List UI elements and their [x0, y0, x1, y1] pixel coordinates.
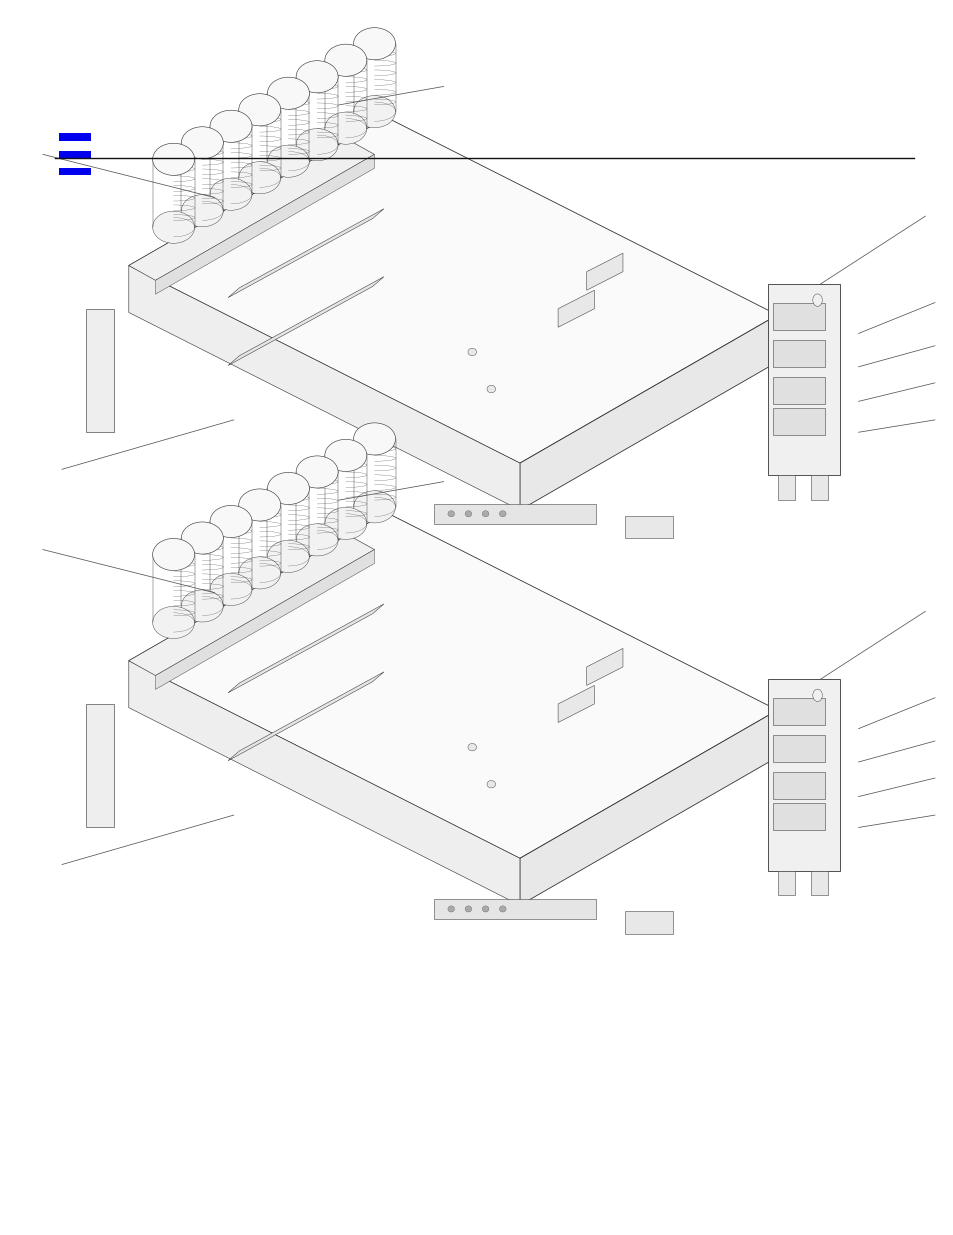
Ellipse shape	[486, 781, 496, 788]
Polygon shape	[772, 772, 824, 799]
Polygon shape	[772, 303, 824, 330]
Polygon shape	[767, 284, 839, 475]
Bar	[59, 151, 91, 158]
Ellipse shape	[152, 538, 194, 571]
Ellipse shape	[465, 906, 471, 911]
Ellipse shape	[152, 606, 194, 638]
Ellipse shape	[210, 505, 252, 537]
Ellipse shape	[486, 385, 496, 393]
Polygon shape	[624, 516, 672, 538]
Polygon shape	[772, 377, 824, 404]
Ellipse shape	[465, 511, 471, 516]
Ellipse shape	[448, 511, 455, 516]
Polygon shape	[129, 140, 375, 280]
Polygon shape	[228, 277, 383, 366]
Ellipse shape	[238, 162, 280, 194]
Polygon shape	[772, 698, 824, 725]
Polygon shape	[810, 475, 827, 500]
Ellipse shape	[448, 906, 455, 911]
Polygon shape	[86, 309, 114, 432]
Ellipse shape	[152, 143, 194, 175]
Ellipse shape	[238, 94, 280, 126]
Polygon shape	[777, 475, 794, 500]
Polygon shape	[228, 604, 383, 693]
Polygon shape	[129, 661, 519, 905]
Polygon shape	[434, 899, 596, 919]
Ellipse shape	[267, 541, 309, 573]
Ellipse shape	[295, 61, 337, 93]
Ellipse shape	[499, 511, 505, 516]
Polygon shape	[624, 911, 672, 934]
Ellipse shape	[181, 195, 223, 227]
Ellipse shape	[467, 743, 476, 751]
Polygon shape	[772, 735, 824, 762]
Ellipse shape	[295, 524, 337, 556]
Ellipse shape	[181, 127, 223, 159]
Bar	[59, 133, 91, 141]
Ellipse shape	[482, 906, 489, 911]
Polygon shape	[129, 513, 777, 858]
Polygon shape	[586, 253, 622, 290]
Polygon shape	[155, 550, 375, 689]
Polygon shape	[155, 154, 375, 294]
Bar	[59, 168, 91, 175]
Polygon shape	[558, 290, 594, 327]
Polygon shape	[129, 535, 375, 676]
Ellipse shape	[295, 456, 337, 488]
Ellipse shape	[210, 178, 252, 210]
Polygon shape	[586, 648, 622, 685]
Polygon shape	[772, 408, 824, 435]
Ellipse shape	[181, 590, 223, 622]
Ellipse shape	[210, 110, 252, 142]
Ellipse shape	[354, 490, 395, 522]
Ellipse shape	[325, 440, 367, 472]
Ellipse shape	[354, 95, 395, 127]
Polygon shape	[228, 209, 383, 298]
Ellipse shape	[181, 522, 223, 555]
Ellipse shape	[354, 27, 395, 59]
Polygon shape	[772, 340, 824, 367]
Ellipse shape	[812, 294, 821, 306]
Polygon shape	[772, 803, 824, 830]
Ellipse shape	[152, 211, 194, 243]
Polygon shape	[558, 685, 594, 722]
Polygon shape	[129, 266, 519, 510]
Ellipse shape	[267, 78, 309, 110]
Ellipse shape	[325, 44, 367, 77]
Ellipse shape	[354, 422, 395, 454]
Ellipse shape	[210, 573, 252, 605]
Ellipse shape	[325, 112, 367, 144]
Ellipse shape	[267, 473, 309, 505]
Ellipse shape	[267, 146, 309, 178]
Polygon shape	[519, 315, 777, 510]
Ellipse shape	[812, 689, 821, 701]
Polygon shape	[519, 710, 777, 905]
Polygon shape	[129, 117, 777, 463]
Ellipse shape	[482, 511, 489, 516]
Ellipse shape	[325, 508, 367, 540]
Ellipse shape	[238, 489, 280, 521]
Polygon shape	[86, 704, 114, 827]
Ellipse shape	[295, 128, 337, 161]
Polygon shape	[810, 871, 827, 895]
Ellipse shape	[238, 557, 280, 589]
Polygon shape	[228, 672, 383, 761]
Polygon shape	[434, 504, 596, 524]
Ellipse shape	[499, 906, 505, 911]
Polygon shape	[767, 679, 839, 871]
Ellipse shape	[467, 348, 476, 356]
Polygon shape	[777, 871, 794, 895]
